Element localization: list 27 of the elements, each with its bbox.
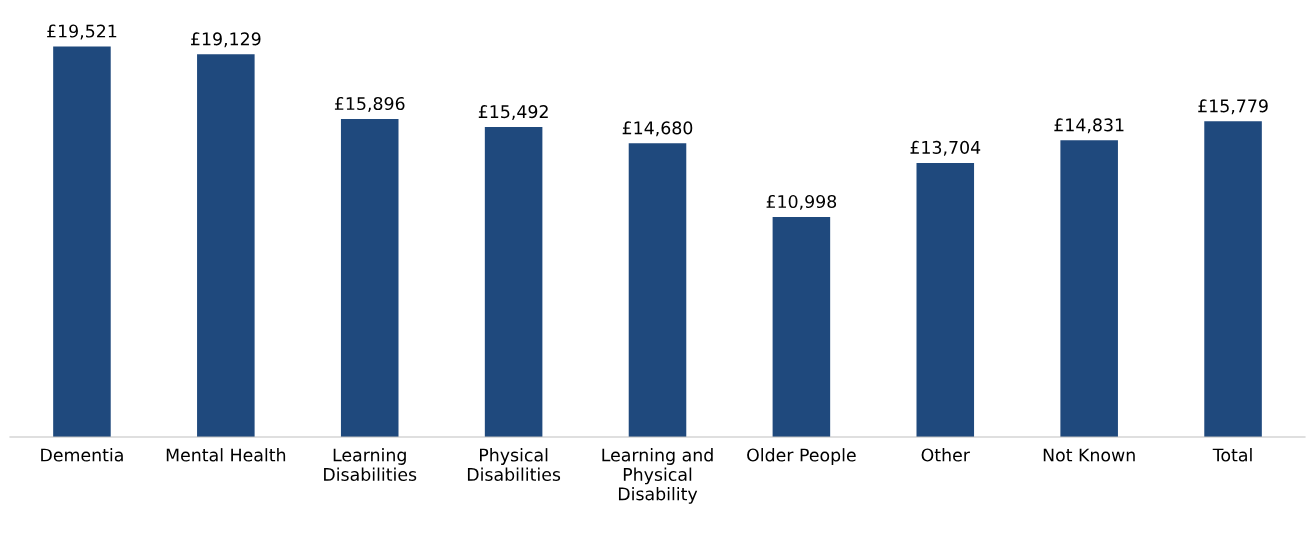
data-label: £13,704 (910, 140, 981, 156)
bar (197, 54, 255, 437)
bar (53, 46, 111, 437)
bar (916, 162, 975, 437)
x-tick-label: Total (1212, 448, 1252, 462)
x-tick-label: Learning and Physical Disability (602, 448, 713, 504)
data-label: £15,896 (334, 96, 405, 112)
data-label: £15,492 (478, 105, 548, 120)
x-tick-label: Learning Disabilities (324, 448, 417, 481)
data-label: £14,680 (622, 121, 693, 137)
bar (772, 217, 831, 437)
bar (340, 119, 399, 437)
bar (1060, 140, 1118, 437)
x-tick-label: Physical Disabilities (467, 448, 561, 481)
data-label: £19,521 (47, 24, 117, 40)
bar (484, 127, 543, 437)
x-tick-label: Dementia (41, 448, 123, 462)
bar (628, 143, 687, 437)
data-label: £10,998 (766, 194, 837, 210)
x-tick-label: Other (921, 448, 970, 462)
x-tick-label: Older People (747, 448, 856, 465)
data-label: £14,831 (1054, 118, 1124, 134)
data-label: £15,779 (1198, 99, 1268, 115)
data-label: £19,129 (191, 32, 261, 48)
bar (1204, 121, 1262, 437)
x-tick-label: Not Known (1043, 448, 1135, 462)
x-tick-label: Mental Health (166, 448, 286, 462)
